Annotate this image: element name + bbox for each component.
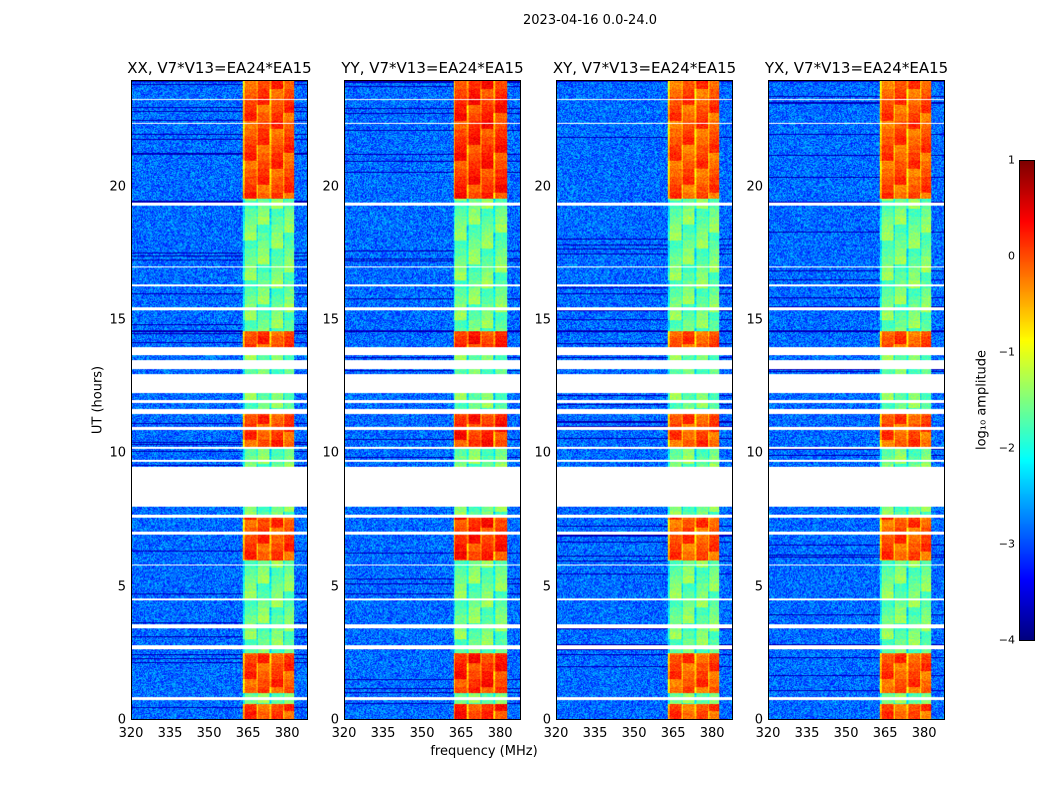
colorbar-tick-label: −3 <box>998 537 1015 551</box>
x-tick-label: 320 <box>543 726 569 741</box>
heatmap-panel <box>768 80 945 720</box>
y-tick-label: 20 <box>322 179 339 195</box>
y-tick-label: 20 <box>534 179 551 195</box>
x-tick-label: 350 <box>196 726 222 741</box>
colorbar <box>1019 160 1035 641</box>
y-tick-label: 10 <box>109 445 126 461</box>
heatmap-panel <box>556 80 733 720</box>
x-tick-label: 365 <box>660 726 686 741</box>
heatmap-image <box>132 81 307 719</box>
y-tick-label: 10 <box>322 445 339 461</box>
x-tick-label: 320 <box>755 726 781 741</box>
x-tick-label: 365 <box>872 726 898 741</box>
x-tick-label: 350 <box>621 726 647 741</box>
colorbar-tick-label: 0 <box>1008 249 1015 263</box>
panel-title: XY, V7*V13=EA24*EA15 <box>552 59 737 77</box>
y-tick-label: 10 <box>534 445 551 461</box>
colorbar-gradient <box>1020 161 1034 640</box>
y-tick-label: 20 <box>109 179 126 195</box>
y-tick-label: 5 <box>754 579 763 595</box>
heatmap-panel <box>131 80 308 720</box>
heatmap-image <box>557 81 732 719</box>
colorbar-label: log₁₀ amplitude <box>974 349 990 451</box>
panel-title: YX, V7*V13=EA24*EA15 <box>764 59 949 77</box>
x-tick-label: 365 <box>448 726 474 741</box>
x-tick-label: 320 <box>118 726 144 741</box>
x-tick-label: 365 <box>235 726 261 741</box>
colorbar-tick-label: −2 <box>998 441 1015 455</box>
y-tick-label: 15 <box>534 312 551 328</box>
y-tick-label: 15 <box>109 312 126 328</box>
colorbar-tick-label: −1 <box>998 345 1015 359</box>
y-tick-label: 15 <box>322 312 339 328</box>
x-tick-label: 335 <box>582 726 608 741</box>
figure-title: 2023-04-16 0.0-24.0 <box>523 13 657 28</box>
panel-title: YY, V7*V13=EA24*EA15 <box>341 59 524 77</box>
x-tick-label: 350 <box>409 726 435 741</box>
y-tick-label: 0 <box>754 712 763 728</box>
x-tick-label: 350 <box>833 726 859 741</box>
y-tick-label: 5 <box>542 579 551 595</box>
heatmap-panel <box>344 80 521 720</box>
x-tick-label: 320 <box>331 726 357 741</box>
y-tick-label: 5 <box>330 579 339 595</box>
x-tick-label: 335 <box>370 726 396 741</box>
x-tick-label: 380 <box>487 726 513 741</box>
heatmap-image <box>345 81 520 719</box>
y-tick-label: 0 <box>330 712 339 728</box>
y-tick-label: 5 <box>117 579 126 595</box>
y-tick-label: 10 <box>746 445 763 461</box>
x-tick-label: 380 <box>911 726 937 741</box>
panel-title: XX, V7*V13=EA24*EA15 <box>127 59 312 77</box>
x-axis-label: frequency (MHz) <box>430 744 538 759</box>
y-tick-label: 20 <box>746 179 763 195</box>
y-tick-label: 15 <box>746 312 763 328</box>
x-tick-label: 335 <box>794 726 820 741</box>
x-tick-label: 380 <box>699 726 725 741</box>
colorbar-tick-label: −4 <box>998 633 1015 647</box>
colorbar-tick-label: 1 <box>1008 153 1015 167</box>
y-tick-label: 0 <box>542 712 551 728</box>
x-tick-label: 335 <box>157 726 183 741</box>
y-tick-label: 0 <box>117 712 126 728</box>
y-axis-label: UT (hours) <box>90 365 106 435</box>
x-tick-label: 380 <box>274 726 300 741</box>
heatmap-image <box>769 81 944 719</box>
